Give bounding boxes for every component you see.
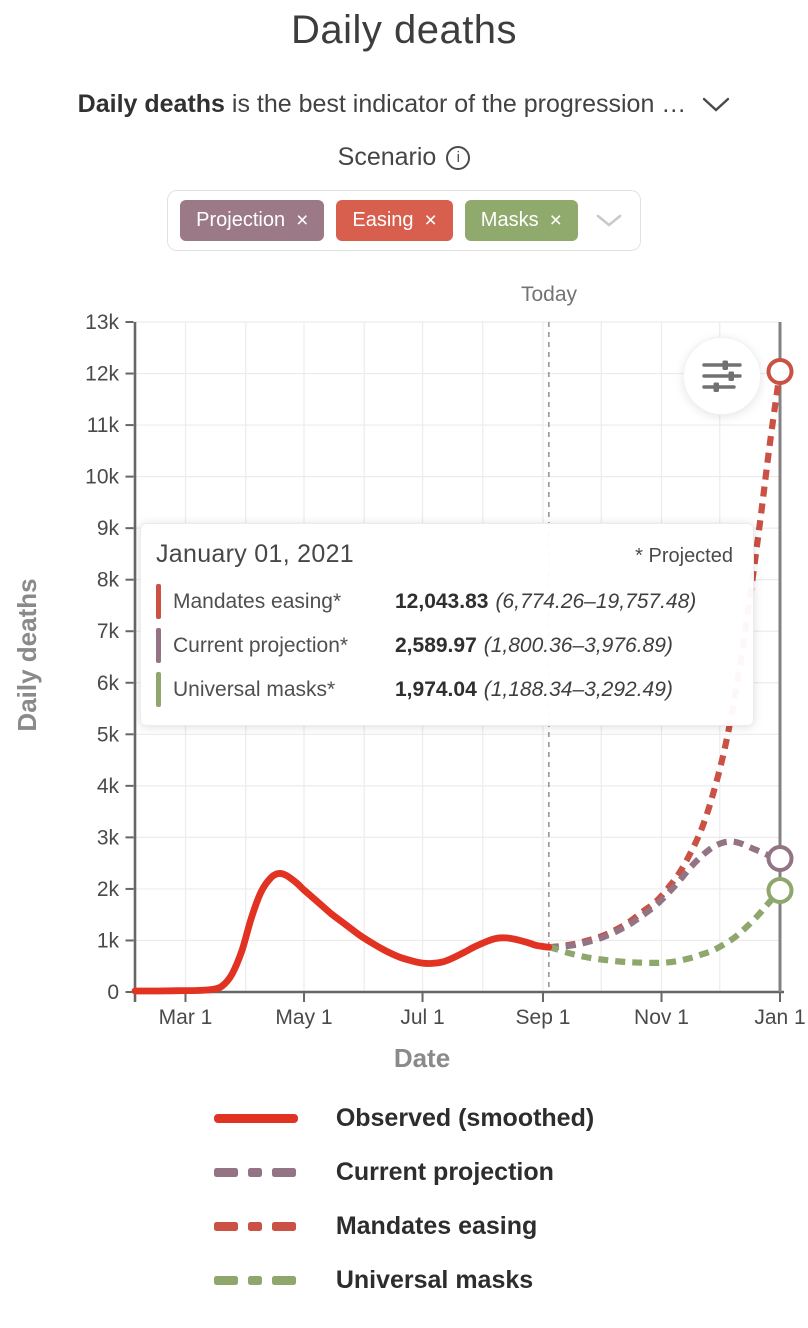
chart-area: 0 1k 2k 3k 4k 5k 6k 7k 8k 9k 10k 11k 12k 13k Mar 1 May … xyxy=(0,275,808,1085)
dash-segment xyxy=(213,1221,238,1231)
legend-swatch-solid xyxy=(213,1113,298,1123)
x-tick-label: May 1 xyxy=(275,1006,332,1029)
legend-swatch-dashed xyxy=(213,1275,298,1285)
y-tick-label: 11k xyxy=(87,414,120,437)
info-glyph: i xyxy=(456,149,460,166)
chart-canvas[interactable]: 0 1k 2k 3k 4k 5k 6k 7k 8k 9k 10k 11k 12k 13k Mar 1 May … xyxy=(0,275,808,1085)
scenario-chip-projection[interactable]: Projection × xyxy=(180,200,325,241)
y-tick-label: 13k xyxy=(85,311,119,334)
x-tick-label: Jul 1 xyxy=(400,1006,444,1029)
scenario-chip-easing[interactable]: Easing × xyxy=(336,200,453,241)
series-color-bar xyxy=(156,628,161,663)
description-lead: Daily deaths xyxy=(77,90,225,118)
y-tick-label: 5k xyxy=(97,723,120,746)
tooltip-series-range: (6,774.26–19,757.48) xyxy=(495,589,697,613)
dash-segment xyxy=(271,1167,296,1177)
dash-segment xyxy=(247,1275,262,1285)
chip-label: Projection xyxy=(196,209,286,231)
series-current-projection xyxy=(548,838,781,951)
series-color-bar xyxy=(156,672,161,707)
description-text: Daily deaths is the best indicator of th… xyxy=(78,90,687,119)
tooltip-series-label: Current projection* xyxy=(173,633,349,657)
y-tick-label: 8k xyxy=(97,569,120,592)
y-tick-label: 0 xyxy=(107,981,119,1004)
tooltip-series-value: 12,043.83 xyxy=(395,589,489,613)
y-tick-label: 3k xyxy=(97,826,120,849)
series-observed-smoothed- xyxy=(131,870,553,995)
legend-item-mandates-easing[interactable]: Mandates easing xyxy=(213,1199,594,1253)
chart-settings-button[interactable] xyxy=(683,337,761,415)
y-tick-label: 12k xyxy=(85,363,119,386)
legend-label: Universal masks xyxy=(335,1265,534,1294)
scenario-chip-bar: Projection × Easing × Masks × xyxy=(167,190,641,251)
tooltip-header: January 01, 2021 * Projected xyxy=(156,540,733,569)
tooltip-row-mandates-easing: Mandates easing* 12,043.83 (6,774.26–19,… xyxy=(156,584,733,619)
legend-label: Current projection xyxy=(335,1157,554,1186)
end-marker-universal-masks xyxy=(766,876,794,904)
tooltip-date: January 01, 2021 xyxy=(156,540,355,568)
x-tick-label: Sep 1 xyxy=(516,1006,571,1029)
y-tick-label: 6k xyxy=(97,672,120,695)
y-tick-label: 2k xyxy=(97,878,120,901)
x-tick-label: Mar 1 xyxy=(159,1006,213,1029)
chart-description: Daily deaths is the best indicator of th… xyxy=(0,90,808,119)
tooltip-series-label: Mandates easing* xyxy=(173,589,342,613)
open-scenario-dropdown-button[interactable] xyxy=(596,214,622,228)
legend-item-observed[interactable]: Observed (smoothed) xyxy=(213,1091,595,1145)
tooltip-series-label: Universal masks* xyxy=(173,677,336,701)
end-marker-mandates-easing xyxy=(766,357,794,385)
y-tick-label: 1k xyxy=(97,929,120,952)
tooltip-row-current-projection: Current projection* 2,589.97 (1,800.36–3… xyxy=(156,628,733,663)
x-tick-label: Nov 1 xyxy=(634,1006,689,1029)
description-rest: is the best indicator of the progression… xyxy=(224,90,687,118)
dash-segment xyxy=(247,1167,262,1177)
info-icon[interactable]: i xyxy=(446,145,471,170)
tooltip-series-value: 1,974.04 xyxy=(395,677,477,701)
remove-chip-icon[interactable]: × xyxy=(549,209,562,232)
tooltip-row-universal-masks: Universal masks* 1,974.04 (1,188.34–3,29… xyxy=(156,672,733,707)
scenario-header: Scenario i xyxy=(0,143,808,172)
dash-segment xyxy=(271,1275,296,1285)
y-tick-label: 4k xyxy=(97,775,120,798)
remove-chip-icon[interactable]: × xyxy=(424,209,437,232)
series-color-bar xyxy=(156,584,161,619)
legend-label: Observed (smoothed) xyxy=(335,1103,595,1132)
legend-label: Mandates easing xyxy=(335,1211,538,1240)
legend-swatch-dashed xyxy=(213,1221,298,1231)
series-universal-masks xyxy=(548,888,783,967)
chart-legend: Observed (smoothed) Current projection M… xyxy=(213,1091,595,1307)
today-label: Today xyxy=(521,283,578,306)
chip-label: Easing xyxy=(352,209,414,231)
legend-swatch-dashed xyxy=(213,1167,298,1177)
end-marker-current-projection xyxy=(766,845,794,873)
sliders-icon xyxy=(702,360,742,392)
tooltip-series-range: (1,800.36–3,976.89) xyxy=(483,633,673,657)
y-tick-label: 9k xyxy=(97,517,120,540)
tooltip-rows: Mandates easing* 12,043.83 (6,774.26–19,… xyxy=(156,584,733,707)
expand-description-button[interactable] xyxy=(702,97,730,113)
dash-segment xyxy=(247,1221,262,1231)
dash-segment xyxy=(213,1275,238,1285)
chevron-down-icon xyxy=(596,214,622,227)
chip-label: Masks xyxy=(480,209,539,231)
tooltip-series-value: 2,589.97 xyxy=(395,633,477,657)
remove-chip-icon[interactable]: × xyxy=(296,209,309,232)
x-axis-label: Date xyxy=(394,1043,450,1073)
chevron-down-icon xyxy=(703,97,730,112)
scenario-label: Scenario xyxy=(337,143,437,171)
legend-item-current-projection[interactable]: Current projection xyxy=(213,1145,594,1199)
dash-segment xyxy=(271,1221,296,1231)
y-tick-label: 10k xyxy=(85,466,119,489)
tooltip-series-range: (1,188.34–3,292.49) xyxy=(483,677,673,701)
page-title: Daily deaths xyxy=(290,8,518,52)
tooltip-projected-note: * Projected xyxy=(635,545,733,567)
chart-tooltip: January 01, 2021 * Projected Mandates ea… xyxy=(140,523,754,726)
legend-item-universal-masks[interactable]: Universal masks xyxy=(213,1253,594,1307)
scenario-chip-masks[interactable]: Masks × xyxy=(464,200,578,241)
y-axis-label: Daily deaths xyxy=(12,578,42,731)
y-tick-label: 7k xyxy=(97,620,120,643)
x-tick-label: Jan 1 xyxy=(754,1006,805,1029)
dash-segment xyxy=(213,1167,238,1177)
solid-line-swatch xyxy=(213,1113,298,1123)
